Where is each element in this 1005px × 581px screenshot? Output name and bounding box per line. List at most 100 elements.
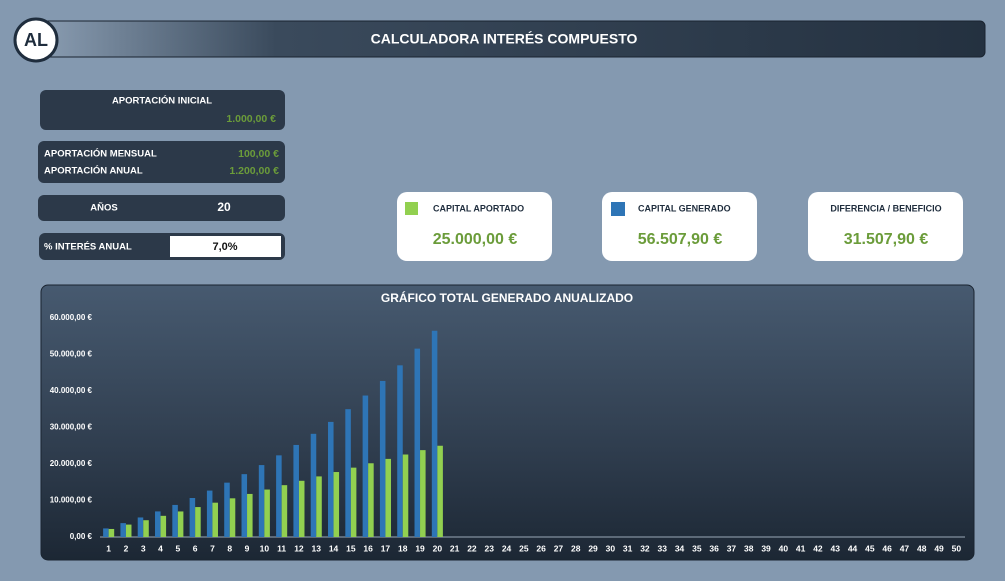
input-label: % INTERÉS ANUAL [44,242,132,253]
bar [160,515,167,537]
bar [385,458,391,537]
x-tick-label: 46 [882,543,892,553]
bar [195,507,201,537]
x-tick-label: 44 [848,543,858,553]
summary-card [397,192,552,261]
chart-panel [40,284,975,561]
input-label: AÑOS [90,203,117,214]
x-tick-label: 19 [415,543,425,553]
bar [177,511,184,537]
x-tick-label: 37 [727,543,737,553]
x-tick-label: 12 [294,543,304,553]
x-tick-label: 36 [709,543,719,553]
x-tick-label: 32 [640,543,650,553]
bar [137,517,144,537]
y-tick-label: 30.000,00 € [50,423,93,432]
input-label: APORTACIÓN INICIAL [112,95,212,107]
x-tick-label: 30 [606,543,616,553]
summary-label: DIFERENCIA / BENEFICIO [830,203,941,213]
x-tick-label: 47 [900,543,910,553]
x-tick-label: 17 [381,543,391,553]
x-tick-label: 41 [796,543,806,553]
x-tick-label: 21 [450,543,460,553]
bar [258,465,265,537]
legend-label: CAPITAL GENERADO [638,203,731,213]
legend-label: CAPITAL APORTADO [433,203,524,213]
bar [431,330,438,537]
bar [397,365,403,537]
input-value: 1.200,00 € [229,165,279,177]
x-tick-label: 4 [158,543,163,553]
x-tick-label: 49 [934,543,944,553]
bar [333,472,340,537]
x-tick-label: 39 [761,543,771,553]
bar [189,497,196,537]
x-tick-label: 14 [329,543,339,553]
bar [224,482,230,537]
x-tick-label: 2 [124,543,129,553]
x-tick-label: 43 [831,543,841,553]
bar [368,463,374,537]
bar [298,480,305,537]
x-tick-label: 31 [623,543,633,553]
input-box [38,195,285,221]
x-tick-label: 29 [588,543,598,553]
x-tick-label: 40 [779,543,789,553]
summary-card [602,192,757,261]
summary-value: 31.507,90 € [844,231,929,248]
bar [414,348,421,537]
input-box [40,90,285,130]
x-tick-label: 28 [571,543,581,553]
bar [206,490,213,537]
logo-text: AL [24,30,48,50]
bar [247,493,253,537]
x-tick-label: 1 [106,543,111,553]
bar [120,523,126,537]
bar [379,380,386,537]
x-tick-label: 6 [193,543,198,553]
legend-swatch [611,202,625,216]
bar [276,455,282,537]
x-tick-label: 3 [141,543,146,553]
x-tick-label: 25 [519,543,529,553]
input-label: APORTACIÓN MENSUAL [44,148,157,160]
input-value: 1.000,00 € [226,113,276,125]
y-tick-label: 0,00 € [70,532,93,541]
bar [362,395,369,537]
x-tick-label: 33 [658,543,668,553]
header-title: CALCULADORA INTERÉS COMPUESTO [371,31,638,47]
bar [281,485,288,537]
x-tick-label: 22 [467,543,477,553]
x-tick-label: 18 [398,543,408,553]
x-tick-label: 45 [865,543,875,553]
x-tick-label: 9 [245,543,250,553]
y-tick-label: 20.000,00 € [50,459,93,468]
bar [350,467,357,537]
y-tick-label: 10.000,00 € [50,496,93,505]
input-field[interactable] [170,236,281,257]
x-tick-label: 8 [227,543,232,553]
bar [316,476,322,537]
x-tick-label: 11 [277,543,286,553]
x-tick-label: 16 [363,543,373,553]
input-label: APORTACIÓN ANUAL [44,165,143,177]
x-tick-label: 26 [536,543,546,553]
bar [293,444,299,537]
legend-swatch [405,202,418,215]
y-tick-label: 50.000,00 € [50,350,93,359]
x-tick-label: 10 [260,543,270,553]
input-value: 100,00 € [238,148,279,160]
summary-value: 56.507,90 € [638,231,723,248]
x-tick-label: 27 [554,543,564,553]
summary-value: 25.000,00 € [433,231,518,248]
bar [420,450,426,537]
x-tick-label: 5 [175,543,180,553]
input-box [38,141,285,183]
bar [328,421,334,537]
bar [241,474,248,537]
bar [155,511,161,537]
bar [108,528,115,537]
y-tick-label: 60.000,00 € [50,313,93,322]
bar [212,502,218,537]
